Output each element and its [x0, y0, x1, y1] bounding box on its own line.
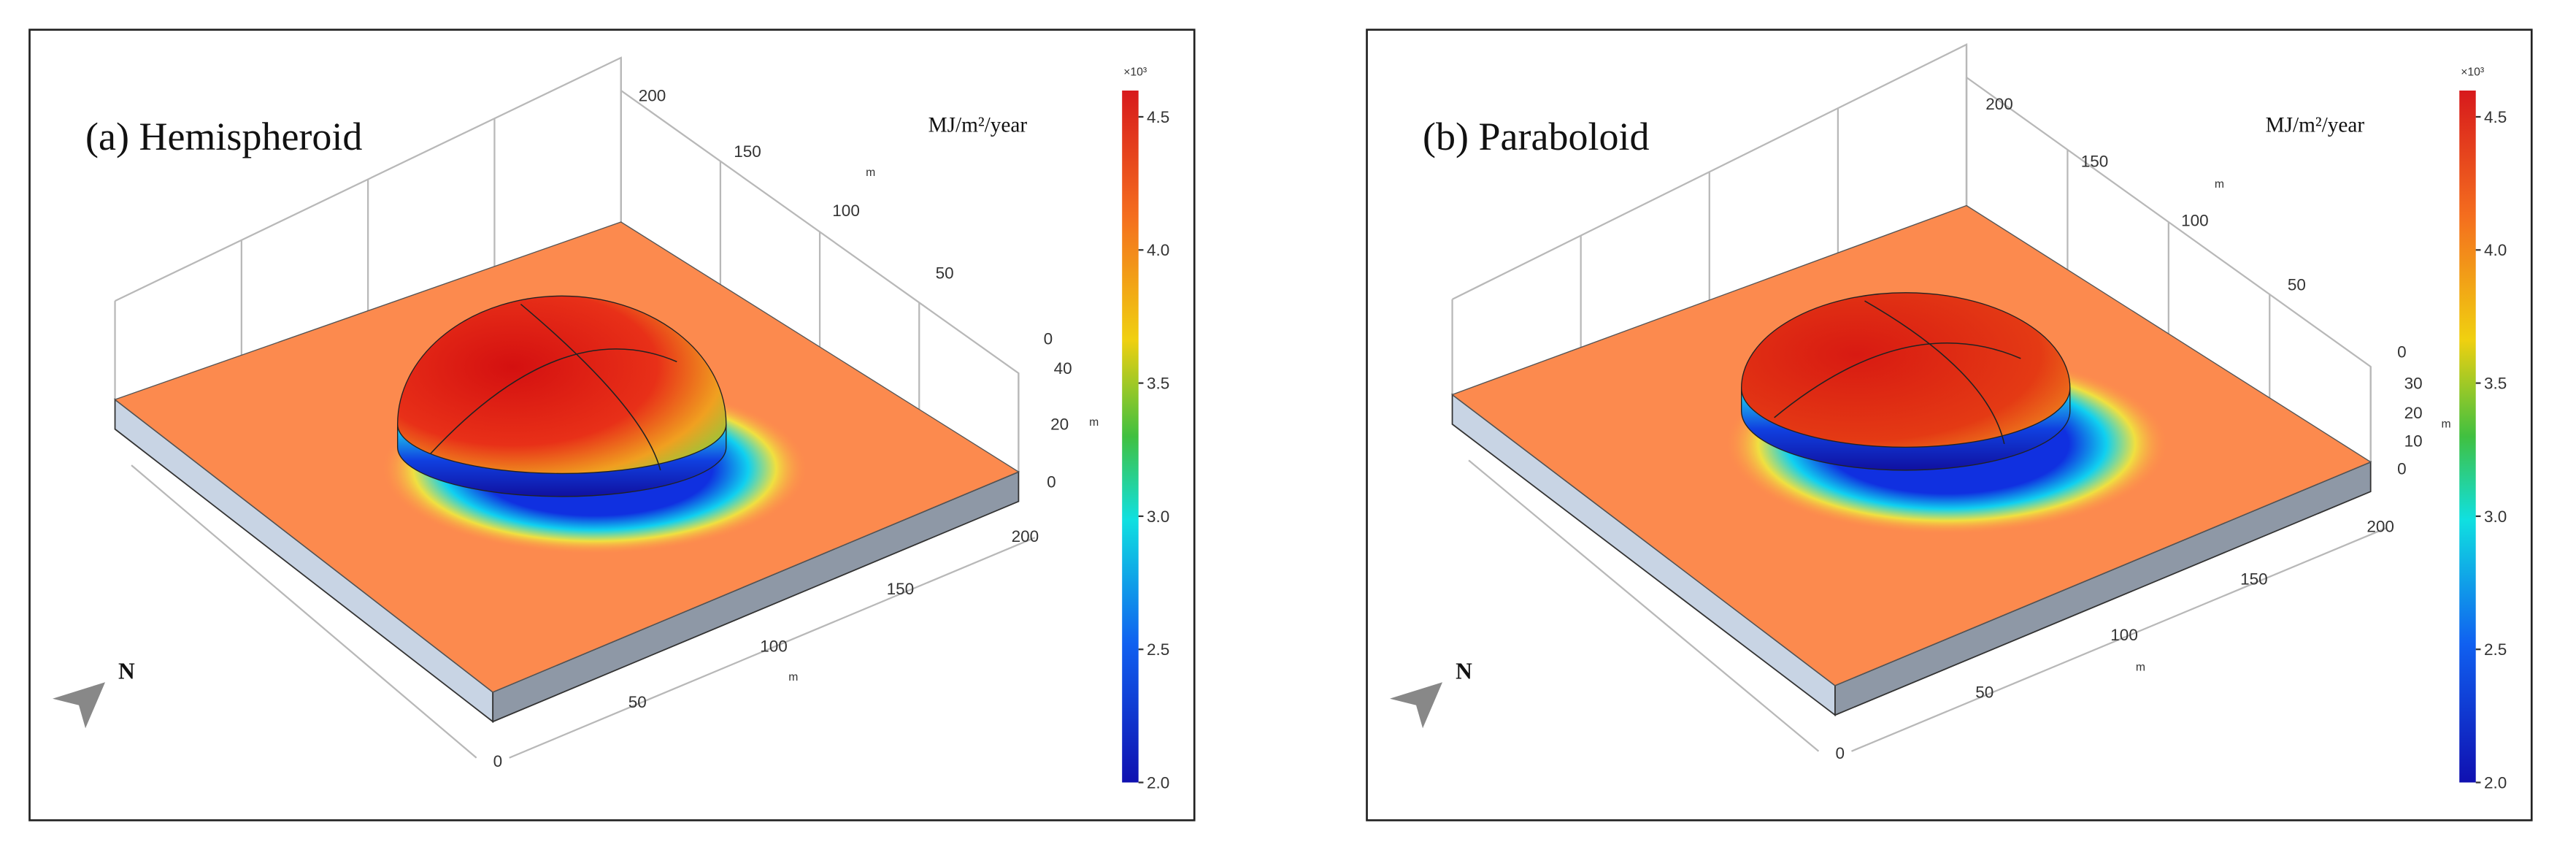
wall-top: [1966, 77, 2372, 462]
x-tick-label: 100: [760, 638, 788, 656]
colorbar-tick-label: 2.0: [1147, 773, 1169, 792]
y-tick-label: 150: [2081, 153, 2109, 171]
unit-label: MJ/m²/year: [2266, 113, 2365, 137]
y-tick-label: 50: [2288, 275, 2306, 294]
z-tick-label: 0: [1047, 473, 1056, 491]
z-tick-label: 30: [2404, 374, 2423, 392]
colorbar-tick-label: 2.0: [2484, 773, 2507, 792]
y-axis-unit: m: [866, 166, 875, 179]
panels: ×10³ 4.5 4.0 3.5 3.0 2.5 2.0 (a) Hemispheroid MJ…: [28, 28, 2533, 822]
x-tick-label: 50: [628, 693, 647, 711]
dome: [1741, 292, 2071, 448]
floor-grid: [131, 464, 477, 759]
compass-label: N: [118, 659, 135, 684]
x-tick-label: 200: [1012, 527, 1039, 545]
x-tick-label: 200: [2367, 517, 2394, 535]
unit-label: MJ/m²/year: [928, 113, 1028, 137]
floor-grid: [1851, 527, 2388, 752]
dome-seam: [430, 348, 677, 454]
dome: [396, 295, 727, 475]
x-tick-label: 50: [1975, 684, 1993, 702]
z-axis-unit: m: [1089, 416, 1099, 429]
colorbar-tick-label: 2.5: [2484, 640, 2507, 659]
y-tick-label: 150: [734, 142, 761, 161]
colorbar-tick-label: 3.0: [1147, 508, 1169, 526]
colorbar-tick-label: 3.0: [2484, 508, 2507, 526]
wall-top: [1452, 43, 1968, 300]
dome-seam: [520, 303, 661, 471]
x-tick-label: 0: [1835, 744, 1845, 762]
y-tick-label: 100: [832, 202, 860, 220]
z-tick-label: 10: [2404, 432, 2423, 450]
y-tick-label: 50: [936, 264, 954, 283]
colorbar: [1122, 90, 1139, 783]
z-tick-label: 20: [1050, 416, 1069, 434]
x-axis-unit: m: [2136, 661, 2145, 673]
z-tick-label: 40: [1054, 359, 1072, 378]
floor-grid: [509, 537, 1036, 759]
x-tick-label: 100: [2110, 626, 2138, 644]
colorbar-tick-label: 4.0: [1147, 241, 1169, 259]
colorbar-tick-label: 3.5: [2484, 374, 2507, 392]
compass-arrow: [53, 682, 106, 729]
colorbar-tick-label: 4.0: [2484, 241, 2507, 259]
colorbar-tick-label: 4.5: [1147, 108, 1169, 126]
x-tick-label: 150: [887, 580, 915, 598]
wall-top: [115, 56, 622, 302]
x-tick-label: 150: [2240, 570, 2268, 588]
dome-seam: [1864, 300, 2005, 445]
panel-title: (b) Paraboloid: [1423, 115, 1649, 158]
colorbar-tick-label: 4.5: [2484, 108, 2507, 126]
compass-label: N: [1456, 659, 1472, 684]
z-tick-label: 0: [2397, 460, 2407, 478]
y-axis-unit: m: [2215, 178, 2224, 191]
floor-grid: [1468, 459, 1820, 752]
panel: ×10³ 4.5 4.0 3.5 3.0 2.5 2.0 (b) Paraboloid MJ/m…: [1366, 28, 2533, 822]
z-axis-unit: m: [2441, 418, 2450, 430]
panel: ×10³ 4.5 4.0 3.5 3.0 2.5 2.0 (a) Hemispheroid MJ…: [28, 28, 1196, 822]
colorbar-multiplier: ×10³: [1123, 66, 1147, 79]
colorbar-multiplier: ×10³: [2461, 66, 2484, 79]
colorbar-tick-label: 2.5: [1147, 640, 1169, 659]
y-tick-label: 200: [639, 87, 666, 105]
x-tick-label: 0: [493, 752, 503, 770]
y-tick-label: 100: [2181, 212, 2209, 230]
colorbar: [2459, 90, 2476, 783]
colorbar-tick-label: 3.5: [1147, 374, 1169, 392]
y-tick-label: 0: [2397, 343, 2407, 361]
dome-seam: [1774, 342, 2021, 418]
x-axis-unit: m: [788, 671, 798, 684]
y-tick-label: 200: [1985, 95, 2013, 113]
panel-title: (a) Hemispheroid: [85, 115, 362, 158]
y-tick-label: 0: [1044, 330, 1053, 348]
wall-top: [620, 90, 1020, 472]
compass-arrow: [1390, 682, 1443, 729]
z-tick-label: 20: [2404, 404, 2423, 422]
